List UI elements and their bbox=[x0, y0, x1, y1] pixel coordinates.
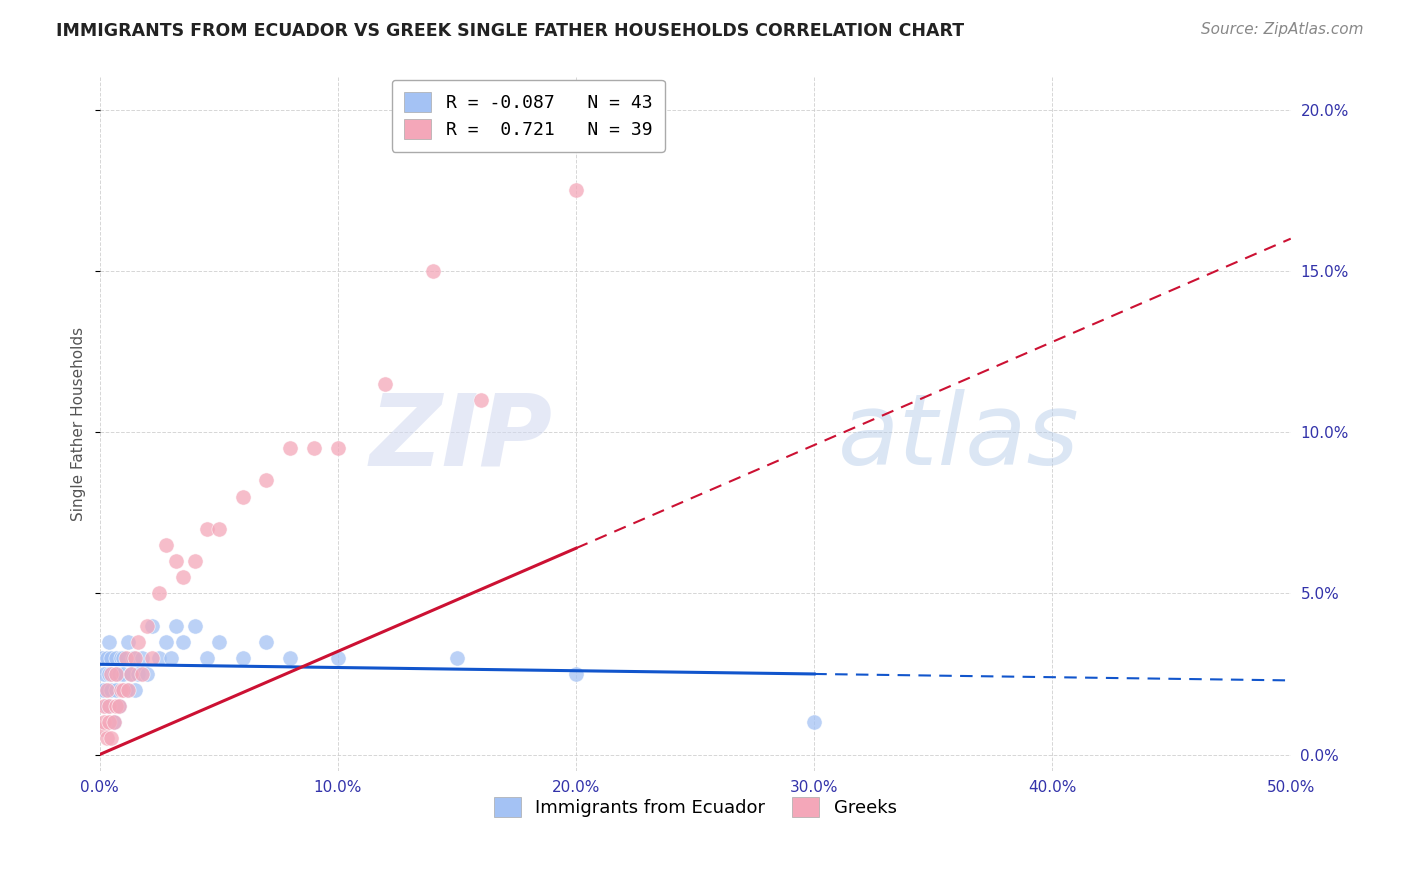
Point bbox=[91, 650, 114, 665]
Point bbox=[155, 634, 177, 648]
Point bbox=[103, 715, 125, 730]
Point bbox=[141, 650, 163, 665]
Point bbox=[117, 683, 139, 698]
Point bbox=[127, 667, 149, 681]
Point bbox=[148, 650, 170, 665]
Point bbox=[124, 683, 146, 698]
Point bbox=[122, 650, 145, 665]
Point bbox=[195, 522, 218, 536]
Point bbox=[96, 650, 118, 665]
Point bbox=[165, 618, 187, 632]
Point bbox=[446, 650, 468, 665]
Point bbox=[470, 392, 492, 407]
Y-axis label: Single Father Households: Single Father Households bbox=[72, 327, 86, 521]
Point bbox=[184, 554, 207, 568]
Point bbox=[565, 667, 588, 681]
Point bbox=[96, 731, 118, 746]
Point bbox=[98, 715, 121, 730]
Point bbox=[141, 618, 163, 632]
Point bbox=[117, 634, 139, 648]
Point bbox=[172, 570, 194, 584]
Point bbox=[100, 683, 122, 698]
Point bbox=[110, 683, 132, 698]
Point bbox=[136, 618, 159, 632]
Point bbox=[302, 442, 325, 456]
Point bbox=[374, 376, 396, 391]
Point bbox=[422, 264, 444, 278]
Point bbox=[195, 650, 218, 665]
Point bbox=[91, 722, 114, 736]
Point bbox=[100, 650, 122, 665]
Point bbox=[100, 667, 122, 681]
Point bbox=[93, 683, 115, 698]
Point bbox=[103, 667, 125, 681]
Point bbox=[112, 683, 135, 698]
Point bbox=[120, 667, 142, 681]
Point bbox=[803, 715, 825, 730]
Point bbox=[208, 522, 231, 536]
Point bbox=[114, 683, 136, 698]
Point bbox=[98, 699, 121, 714]
Legend: Immigrants from Ecuador, Greeks: Immigrants from Ecuador, Greeks bbox=[486, 789, 904, 824]
Point bbox=[98, 667, 121, 681]
Point bbox=[105, 699, 128, 714]
Point bbox=[112, 650, 135, 665]
Point bbox=[112, 667, 135, 681]
Point bbox=[105, 667, 128, 681]
Point bbox=[172, 634, 194, 648]
Point bbox=[184, 618, 207, 632]
Point bbox=[278, 442, 301, 456]
Point bbox=[96, 699, 118, 714]
Point bbox=[155, 538, 177, 552]
Point bbox=[326, 650, 349, 665]
Point bbox=[107, 699, 129, 714]
Point bbox=[105, 650, 128, 665]
Point bbox=[91, 683, 114, 698]
Point bbox=[107, 667, 129, 681]
Point bbox=[208, 634, 231, 648]
Point bbox=[160, 650, 183, 665]
Point bbox=[278, 650, 301, 665]
Point bbox=[127, 634, 149, 648]
Point bbox=[231, 650, 253, 665]
Point bbox=[254, 474, 277, 488]
Point bbox=[131, 667, 153, 681]
Point bbox=[93, 699, 115, 714]
Point bbox=[231, 490, 253, 504]
Point bbox=[107, 699, 129, 714]
Point bbox=[114, 650, 136, 665]
Point bbox=[93, 667, 115, 681]
Point bbox=[93, 715, 115, 730]
Point bbox=[98, 634, 121, 648]
Text: IMMIGRANTS FROM ECUADOR VS GREEK SINGLE FATHER HOUSEHOLDS CORRELATION CHART: IMMIGRANTS FROM ECUADOR VS GREEK SINGLE … bbox=[56, 22, 965, 40]
Point bbox=[326, 442, 349, 456]
Point bbox=[110, 650, 132, 665]
Text: Source: ZipAtlas.com: Source: ZipAtlas.com bbox=[1201, 22, 1364, 37]
Text: ZIP: ZIP bbox=[370, 390, 553, 486]
Point bbox=[105, 683, 128, 698]
Point bbox=[100, 731, 122, 746]
Point bbox=[96, 683, 118, 698]
Point bbox=[165, 554, 187, 568]
Point bbox=[131, 650, 153, 665]
Point bbox=[148, 586, 170, 600]
Text: atlas: atlas bbox=[838, 390, 1080, 486]
Point bbox=[565, 183, 588, 197]
Point bbox=[103, 715, 125, 730]
Point bbox=[120, 667, 142, 681]
Point bbox=[124, 650, 146, 665]
Point bbox=[136, 667, 159, 681]
Point bbox=[254, 634, 277, 648]
